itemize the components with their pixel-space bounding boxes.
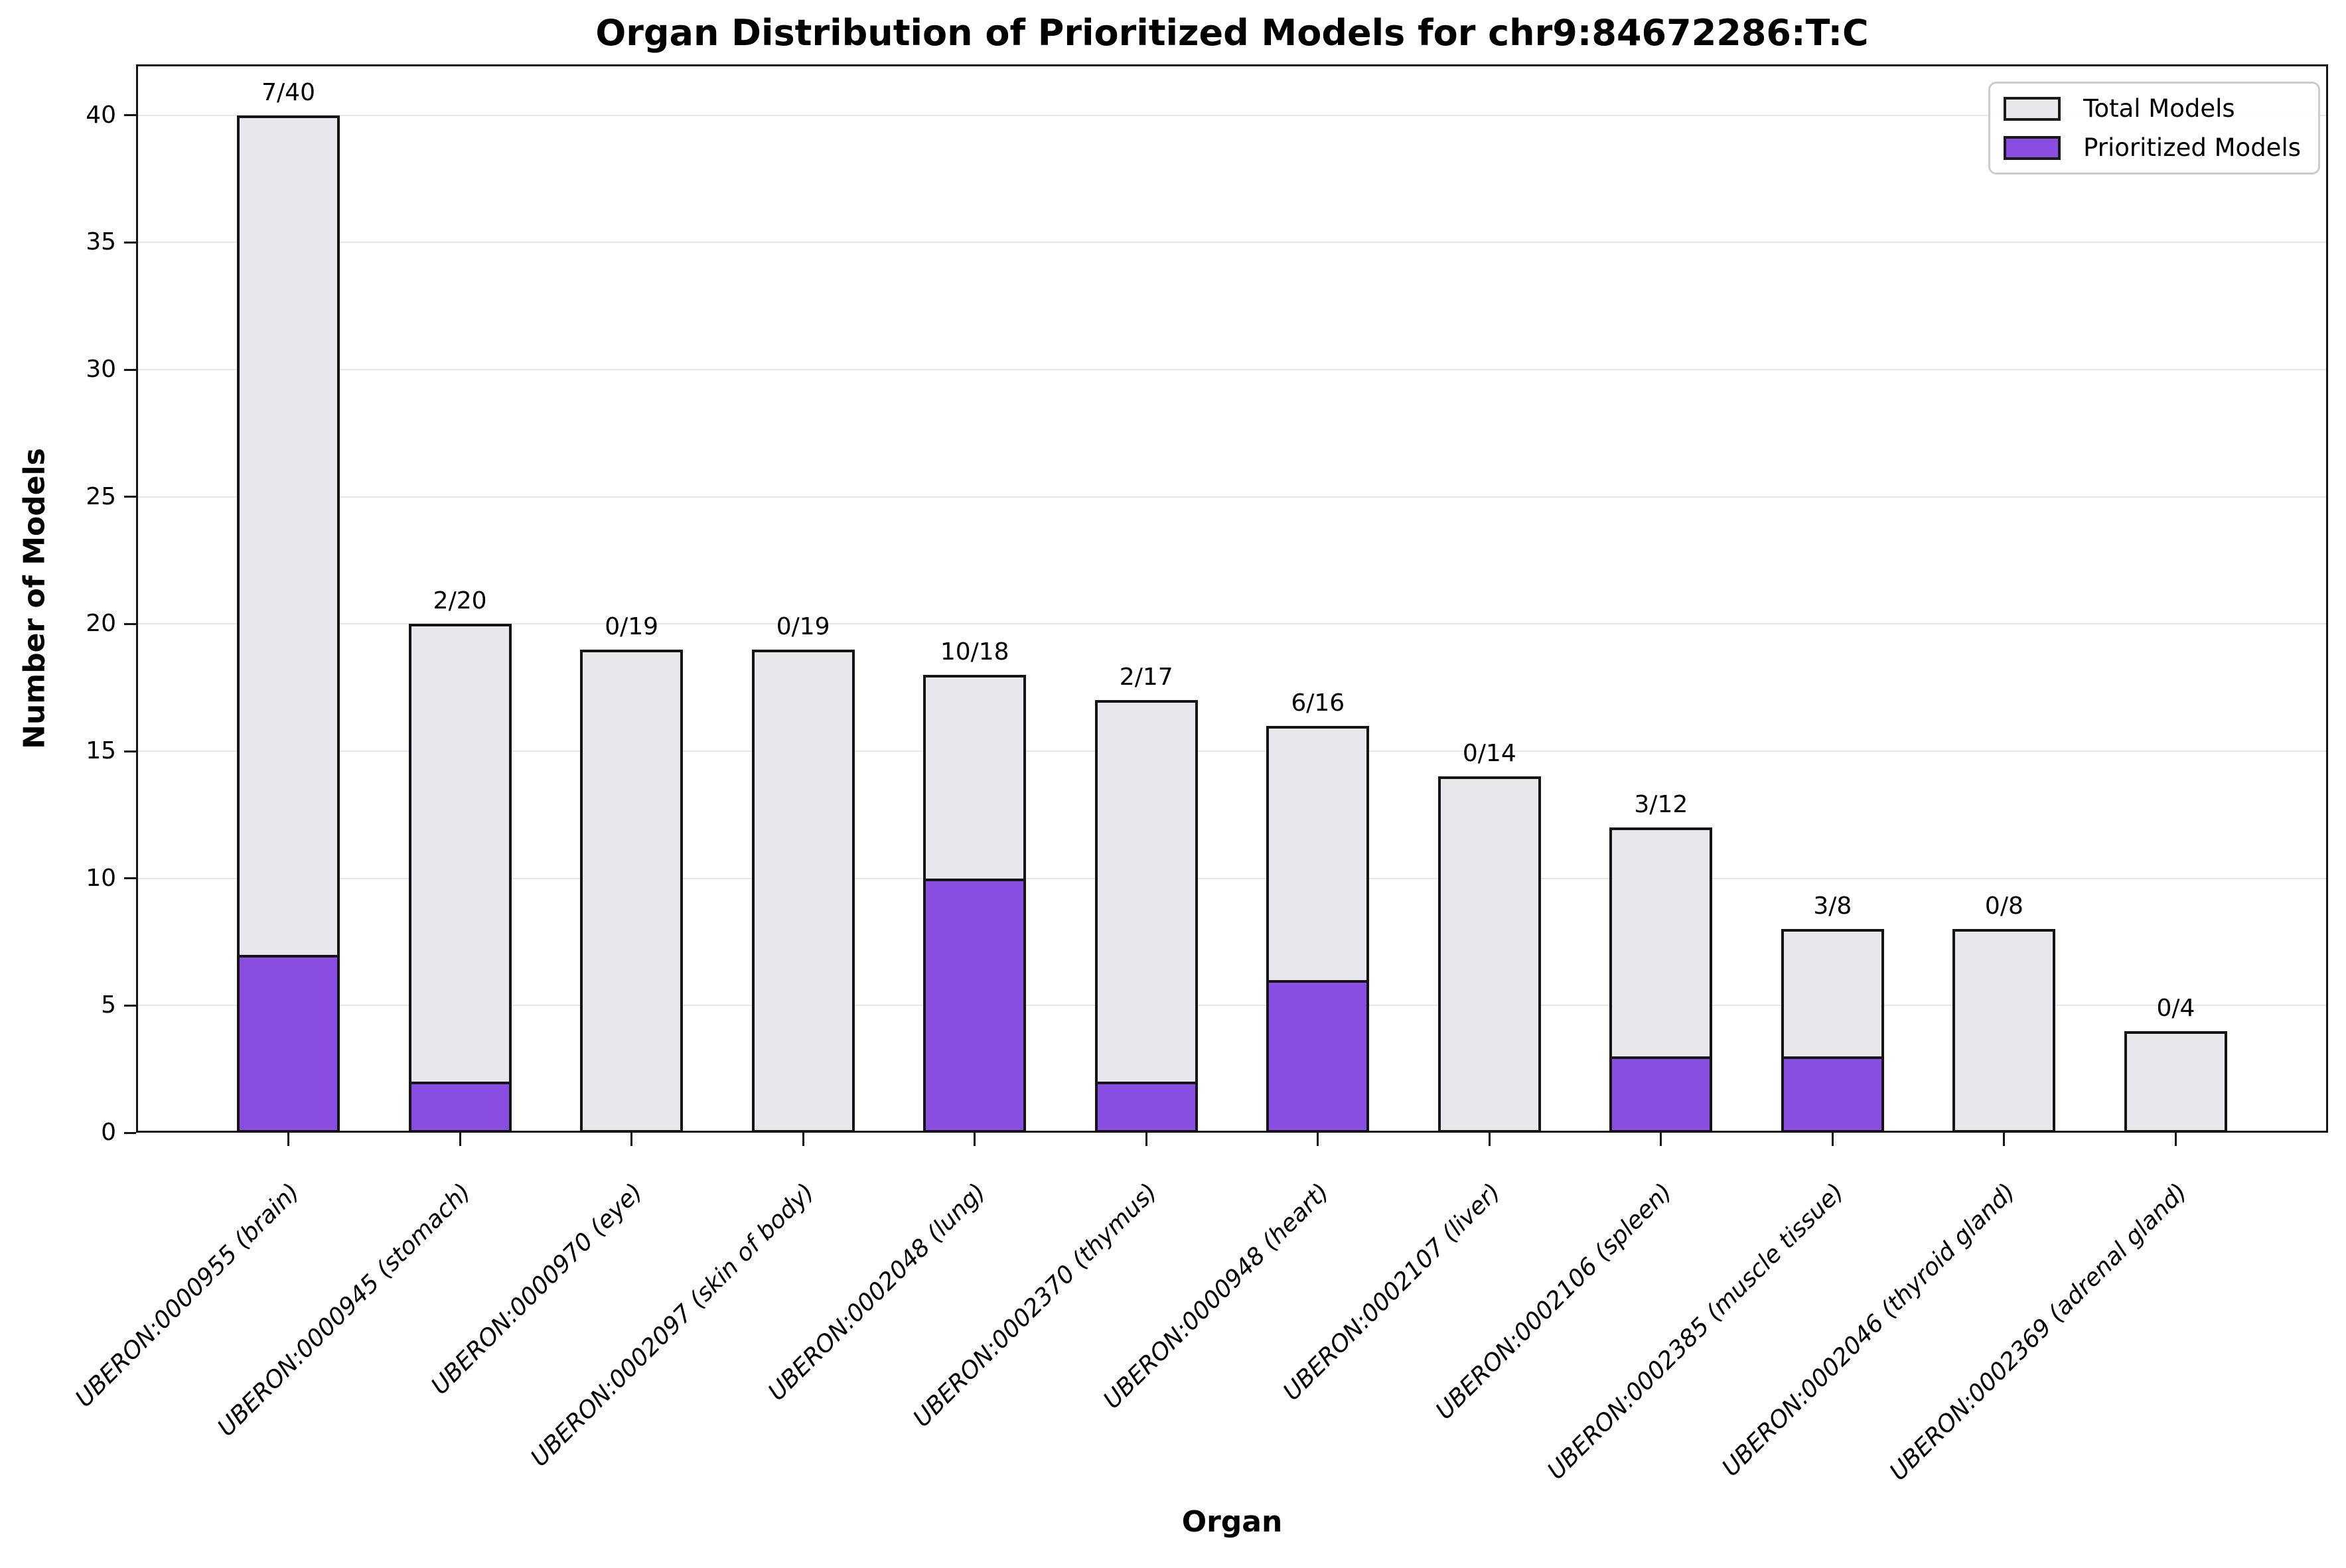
x-tick-mark — [1831, 1133, 1834, 1146]
y-tick-mark — [124, 622, 136, 625]
bar-prioritized — [1095, 1082, 1198, 1133]
x-tick-mark — [974, 1133, 976, 1146]
bar-total — [1095, 700, 1198, 1133]
bar-total — [1438, 776, 1541, 1133]
bar-annotation: 0/19 — [605, 613, 659, 640]
y-tick-label: 15 — [86, 737, 116, 764]
y-tick-label: 10 — [86, 864, 116, 892]
legend-label-total-models: Total Models — [2083, 94, 2235, 123]
y-tick-label: 20 — [86, 610, 116, 638]
bar-annotation: 6/16 — [1291, 689, 1345, 717]
y-tick-label: 35 — [86, 228, 116, 256]
y-tick-label: 0 — [101, 1119, 116, 1146]
legend-item-prioritized: Prioritized Models — [2004, 133, 2301, 162]
legend-swatch-total-models — [2004, 96, 2061, 121]
y-tick-mark — [124, 877, 136, 880]
bar-prioritized — [1781, 1056, 1884, 1133]
y-tick-mark — [124, 496, 136, 498]
y-tick-label: 30 — [86, 356, 116, 383]
y-tick-mark — [124, 114, 136, 117]
x-tick-mark — [2003, 1133, 2006, 1146]
bar-total — [2124, 1031, 2227, 1133]
y-tick-label: 5 — [101, 991, 116, 1019]
bar-prioritized — [237, 955, 340, 1133]
gridline — [136, 1005, 2328, 1007]
legend-swatch-prioritized-models — [2004, 135, 2061, 160]
x-axis-label: Organ — [1181, 1505, 1283, 1539]
x-tick-mark — [459, 1133, 461, 1146]
x-tick-label: UBERON:0002097 (skin of body) — [526, 1178, 820, 1472]
legend-item-total: Total Models — [2004, 94, 2301, 123]
x-tick-mark — [2174, 1133, 2177, 1146]
bar-total — [752, 650, 855, 1133]
bar-prioritized — [1266, 980, 1369, 1133]
x-tick-mark — [802, 1133, 804, 1146]
x-tick-mark — [630, 1133, 633, 1146]
x-tick-label: UBERON:0002369 (adrenal gland) — [1884, 1178, 2193, 1486]
gridline — [136, 496, 2328, 498]
x-tick-mark — [1488, 1133, 1491, 1146]
bar-total — [1952, 929, 2055, 1133]
gridline — [136, 877, 2328, 879]
gridline — [136, 242, 2328, 244]
y-tick-label: 40 — [86, 101, 116, 129]
y-tick-mark — [124, 1004, 136, 1007]
bar-annotation: 3/8 — [1813, 892, 1852, 920]
y-tick-mark — [124, 750, 136, 752]
bar-prioritized — [1609, 1056, 1712, 1133]
x-tick-mark — [1660, 1133, 1662, 1146]
x-tick-mark — [1317, 1133, 1319, 1146]
gridline — [136, 750, 2328, 752]
bar-annotation: 2/17 — [1119, 664, 1173, 691]
y-tick-label: 25 — [86, 482, 116, 510]
y-tick-mark — [124, 368, 136, 371]
bar-total — [580, 650, 683, 1133]
bar-annotation: 0/8 — [1984, 892, 2023, 920]
chart-title: Organ Distribution of Prioritized Models… — [595, 12, 1869, 54]
bar-annotation: 0/14 — [1462, 740, 1516, 767]
y-tick-mark — [124, 1131, 136, 1134]
legend: Total Models Prioritized Models — [1988, 82, 2320, 175]
gridline — [136, 369, 2328, 370]
bar-annotation: 3/12 — [1634, 791, 1688, 818]
y-axis-label: Number of Models — [17, 448, 52, 749]
x-tick-label: UBERON:0002385 (muscle tissue) — [1542, 1178, 1850, 1485]
bar-prioritized — [409, 1082, 512, 1133]
x-tick-label: UBERON:0002046 (thyroid gland) — [1717, 1178, 2021, 1482]
bar-total — [409, 624, 512, 1133]
bar-annotation: 0/19 — [776, 613, 830, 640]
bar-prioritized — [923, 879, 1026, 1133]
bar-annotation: 10/18 — [940, 638, 1009, 666]
bar-annotation: 2/20 — [433, 587, 487, 614]
legend-label-prioritized-models: Prioritized Models — [2083, 133, 2301, 162]
y-tick-mark — [124, 241, 136, 244]
gridline — [136, 623, 2328, 625]
x-tick-mark — [287, 1133, 290, 1146]
gridline — [136, 114, 2328, 116]
x-tick-mark — [1145, 1133, 1147, 1146]
bar-annotation: 0/4 — [2156, 995, 2195, 1022]
bar-annotation: 7/40 — [261, 79, 315, 106]
